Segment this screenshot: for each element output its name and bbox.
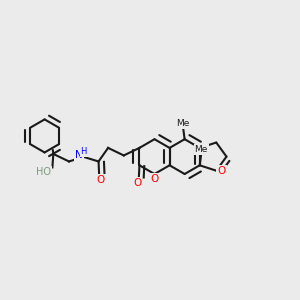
- Text: N: N: [75, 150, 83, 161]
- Text: Me: Me: [194, 145, 208, 154]
- Text: O: O: [133, 178, 142, 188]
- Text: O: O: [218, 166, 226, 176]
- Text: Me: Me: [176, 119, 190, 128]
- Text: O: O: [97, 175, 105, 185]
- Text: H: H: [81, 147, 87, 156]
- Text: HO: HO: [36, 167, 51, 177]
- Text: O: O: [150, 174, 159, 184]
